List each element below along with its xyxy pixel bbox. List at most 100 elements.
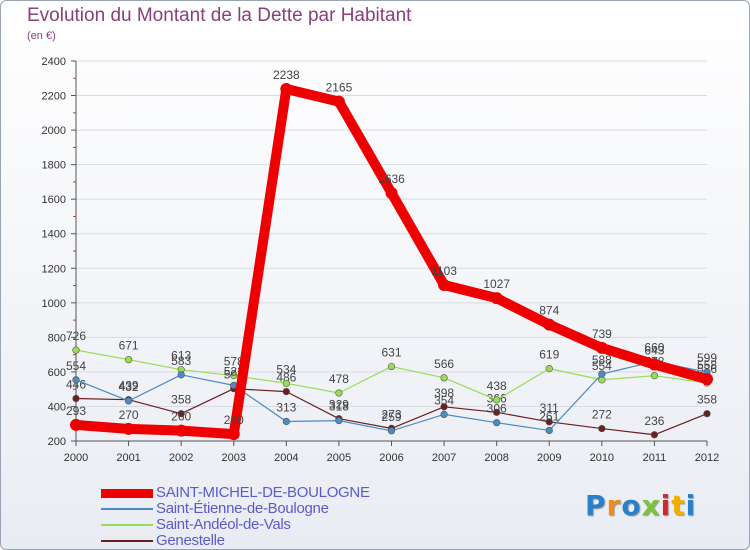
y-tick-label: 600	[48, 367, 66, 379]
data-label: 311	[540, 401, 559, 415]
data-label: 398	[434, 386, 454, 400]
x-tick-label: 2006	[379, 452, 403, 464]
data-label: 613	[171, 349, 191, 363]
y-tick-label: 1600	[42, 194, 66, 206]
data-point	[650, 372, 659, 380]
data-point	[122, 422, 135, 435]
data-point	[335, 417, 343, 425]
y-tick-label: 2000	[42, 125, 66, 137]
data-label: 358	[171, 393, 191, 407]
data-point	[72, 376, 80, 384]
data-label: 588	[592, 353, 612, 367]
data-point	[440, 410, 448, 419]
y-tick-label: 1000	[42, 298, 66, 310]
data-label: 270	[119, 408, 139, 422]
x-tick-label: 2004	[274, 452, 298, 464]
data-point	[385, 186, 398, 199]
data-point	[650, 431, 659, 439]
data-label: 874	[539, 304, 559, 318]
data-label: 554	[592, 359, 612, 373]
data-label: 671	[119, 339, 139, 353]
data-label: 619	[539, 348, 559, 362]
y-tick-label: 800	[48, 332, 66, 344]
data-label: 1027	[483, 277, 510, 291]
data-label: 583	[171, 354, 191, 368]
data-point	[703, 410, 711, 418]
logo-letter: i	[660, 489, 672, 522]
legend-label: Saint-Étienne-de-Boulogne	[156, 500, 329, 517]
data-point	[440, 403, 448, 411]
data-point	[335, 389, 343, 397]
data-label: 660	[644, 341, 664, 355]
logo-letter: P	[585, 489, 607, 522]
y-tick-label: 2200	[42, 91, 66, 103]
x-tick-label: 2002	[169, 452, 193, 464]
y-tick-label: 200	[48, 436, 66, 448]
data-point	[282, 388, 290, 396]
data-point	[598, 370, 606, 378]
data-label: 534	[276, 362, 296, 376]
data-label: 260	[171, 410, 191, 424]
x-tick-label: 2000	[64, 452, 88, 464]
data-label: 478	[329, 372, 349, 386]
data-point	[595, 341, 608, 354]
data-label: 1636	[378, 172, 405, 186]
data-label: 439	[119, 379, 139, 393]
chart-title: Evolution du Montant de la Dette par Hab…	[27, 5, 412, 26]
data-point	[440, 374, 448, 382]
data-point	[282, 379, 290, 387]
data-label: 739	[592, 327, 612, 341]
legend-label: SAINT-MICHEL-DE-BOULOGNE	[156, 484, 370, 501]
data-label: 438	[487, 379, 507, 393]
data-point	[72, 394, 80, 403]
data-point	[648, 358, 661, 371]
data-label: 566	[434, 357, 454, 371]
data-point	[545, 426, 553, 435]
y-tick-label: 400	[48, 401, 66, 413]
data-point	[70, 418, 82, 431]
legend-label: Genestelle	[156, 532, 225, 549]
data-point	[438, 279, 451, 292]
x-tick-label: 2009	[537, 452, 561, 464]
data-point	[177, 371, 185, 379]
data-point	[175, 424, 188, 437]
data-point	[490, 292, 503, 305]
data-label: 318	[329, 400, 349, 414]
logo-letter: x	[641, 489, 661, 522]
x-tick-label: 2005	[327, 452, 351, 464]
data-label: 726	[66, 329, 86, 343]
data-label: 354	[434, 393, 454, 407]
logo-letter: r	[606, 489, 622, 522]
data-label: 329	[329, 398, 349, 412]
data-point	[493, 408, 501, 416]
data-label: 486	[276, 371, 296, 385]
data-label: 240	[224, 413, 244, 427]
data-point	[227, 428, 240, 441]
x-tick-label: 2003	[222, 452, 246, 464]
series-line-0	[71, 83, 712, 440]
data-label: 631	[381, 346, 401, 360]
data-point	[124, 397, 133, 405]
data-label: 272	[592, 408, 612, 422]
data-label: 306	[487, 402, 507, 416]
data-point	[280, 82, 293, 95]
logo-letter: o	[621, 489, 642, 522]
data-point	[124, 356, 133, 364]
data-point	[230, 372, 238, 380]
data-label: 2238	[273, 68, 300, 82]
data-label: 643	[644, 343, 664, 357]
legend-label: Saint-Andéol-de-Vals	[156, 516, 291, 533]
data-point	[387, 427, 396, 435]
proxiti-logo: Proxiti	[585, 489, 696, 522]
legend-swatch	[101, 524, 153, 526]
data-point	[332, 95, 345, 108]
data-point	[177, 410, 185, 418]
data-label: 446	[66, 378, 86, 392]
data-label: 259	[381, 410, 401, 424]
x-tick-label: 2010	[590, 452, 614, 464]
legend-swatch	[101, 508, 153, 510]
x-tick-label: 2008	[484, 452, 508, 464]
data-label: 432	[119, 380, 139, 394]
